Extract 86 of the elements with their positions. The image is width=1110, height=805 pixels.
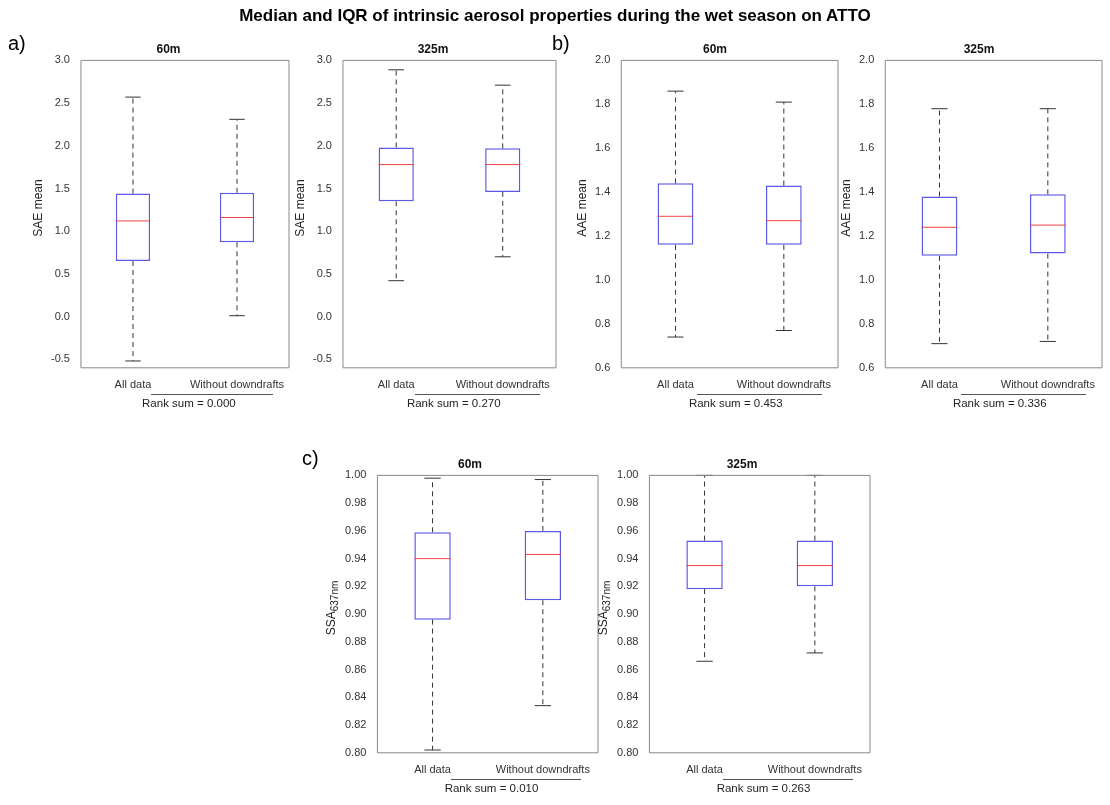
y-tick-label: 0.8 bbox=[594, 316, 611, 329]
text: Rank sum = 0.263 bbox=[715, 782, 812, 794]
y-axis-title: SAE mean bbox=[31, 178, 45, 237]
text: Rank sum = 0.336 bbox=[951, 397, 1048, 409]
y-tick-label: 2.5 bbox=[316, 96, 332, 109]
y-tick-label: 0.92 bbox=[616, 579, 639, 592]
y-tick-label: 1.4 bbox=[594, 185, 611, 198]
y-tick-label: 1.0 bbox=[594, 273, 611, 285]
chart-title: 325m bbox=[726, 456, 758, 471]
y-tick-label: 3.0 bbox=[316, 53, 332, 66]
y-tick-label: 1.00 bbox=[344, 468, 367, 481]
x-tick-label: All data bbox=[114, 378, 153, 391]
x-tick-label: Without downdrafts bbox=[767, 763, 863, 776]
y-tick-label: 2.0 bbox=[316, 138, 332, 151]
y-tick-label: 3.0 bbox=[54, 53, 70, 66]
text: Rank sum = 0.453 bbox=[687, 397, 784, 409]
y-tick-label: 1.5 bbox=[54, 181, 70, 194]
y-tick-label: 1.0 bbox=[858, 273, 875, 285]
text: Rank sum = 0.000 bbox=[141, 397, 237, 409]
y-tick-label: 0.84 bbox=[616, 690, 639, 703]
chart-title: 60m bbox=[702, 41, 728, 56]
y-tick-label: 1.6 bbox=[594, 141, 611, 154]
y-tick-label: 1.0 bbox=[316, 224, 332, 237]
chart-title: 325m bbox=[963, 41, 995, 56]
y-tick-label: 1.2 bbox=[594, 229, 611, 242]
text: a) bbox=[8, 32, 26, 55]
x-tick-label: Without downdrafts bbox=[736, 378, 832, 391]
y-tick-label: 2.0 bbox=[594, 53, 611, 66]
y-tick-label: 0.90 bbox=[616, 607, 639, 620]
y-tick-label: 0.6 bbox=[594, 360, 611, 373]
text: Median and IQR of intrinsic aerosol properties during the wet season on ATTO bbox=[238, 6, 872, 26]
y-tick-label: 0.88 bbox=[344, 634, 367, 647]
chart-title: 60m bbox=[457, 456, 483, 471]
x-tick-label: All data bbox=[414, 763, 452, 776]
y-tick-label: 0.6 bbox=[858, 360, 875, 373]
y-tick-label: -0.5 bbox=[50, 352, 70, 365]
text: Rank sum = 0.010 bbox=[443, 782, 540, 794]
y-tick-label: 0.90 bbox=[344, 607, 367, 620]
x-tick-label: Without downdrafts bbox=[495, 763, 591, 776]
y-tick-label: 0.82 bbox=[344, 718, 367, 731]
y-axis-title: SAE mean bbox=[293, 178, 307, 237]
y-tick-label: 0.80 bbox=[616, 745, 639, 758]
y-tick-label: 0.94 bbox=[344, 551, 367, 564]
x-tick-label: All data bbox=[921, 378, 959, 391]
y-tick-label: 0.86 bbox=[344, 662, 367, 675]
y-tick-label: 1.8 bbox=[594, 97, 611, 110]
chart-title: 325m bbox=[417, 41, 449, 56]
x-tick-label: All data bbox=[657, 378, 695, 391]
y-tick-label: 0.84 bbox=[344, 690, 367, 703]
y-tick-label: 0.98 bbox=[344, 496, 367, 509]
y-tick-label: 0.5 bbox=[54, 266, 70, 279]
y-tick-label: 0.82 bbox=[616, 718, 639, 731]
x-tick-label: Without downdrafts bbox=[455, 378, 551, 391]
text: Rank sum = 0.270 bbox=[405, 397, 502, 409]
chart-title: 60m bbox=[156, 41, 181, 56]
text: b) bbox=[552, 32, 570, 55]
y-tick-label: 1.8 bbox=[858, 97, 875, 110]
y-tick-label: 0.94 bbox=[616, 551, 639, 564]
y-tick-label: 0.0 bbox=[316, 309, 332, 322]
y-axis-title: AAE mean bbox=[575, 178, 589, 237]
y-tick-label: 1.00 bbox=[616, 468, 639, 481]
y-tick-label: -0.5 bbox=[312, 352, 332, 365]
y-tick-label: 0.96 bbox=[616, 523, 639, 536]
x-tick-label: Without downdrafts bbox=[189, 378, 285, 391]
y-tick-label: 0.8 bbox=[858, 316, 875, 329]
y-tick-label: 0.96 bbox=[344, 523, 367, 536]
y-tick-label: 2.0 bbox=[54, 138, 70, 151]
text: c) bbox=[302, 447, 319, 470]
y-tick-label: 0.98 bbox=[616, 496, 639, 509]
y-tick-label: 2.0 bbox=[858, 53, 875, 66]
y-tick-label: 1.6 bbox=[858, 141, 875, 154]
x-tick-label: All data bbox=[686, 763, 724, 776]
y-tick-label: 0.92 bbox=[344, 579, 367, 592]
y-tick-label: 2.5 bbox=[54, 96, 70, 109]
y-tick-label: 0.86 bbox=[616, 662, 639, 675]
y-tick-label: 0.5 bbox=[316, 266, 332, 279]
y-tick-label: 1.2 bbox=[858, 229, 875, 242]
y-axis-title: AAE mean bbox=[839, 178, 853, 237]
y-tick-label: 1.4 bbox=[858, 185, 875, 198]
y-tick-label: 0.0 bbox=[54, 309, 70, 322]
x-tick-label: All data bbox=[377, 378, 416, 391]
y-tick-label: 0.80 bbox=[344, 745, 367, 758]
y-tick-label: 1.5 bbox=[316, 181, 332, 194]
y-tick-label: 0.88 bbox=[616, 634, 639, 647]
y-tick-label: 1.0 bbox=[54, 224, 70, 237]
x-tick-label: Without downdrafts bbox=[1000, 378, 1096, 391]
